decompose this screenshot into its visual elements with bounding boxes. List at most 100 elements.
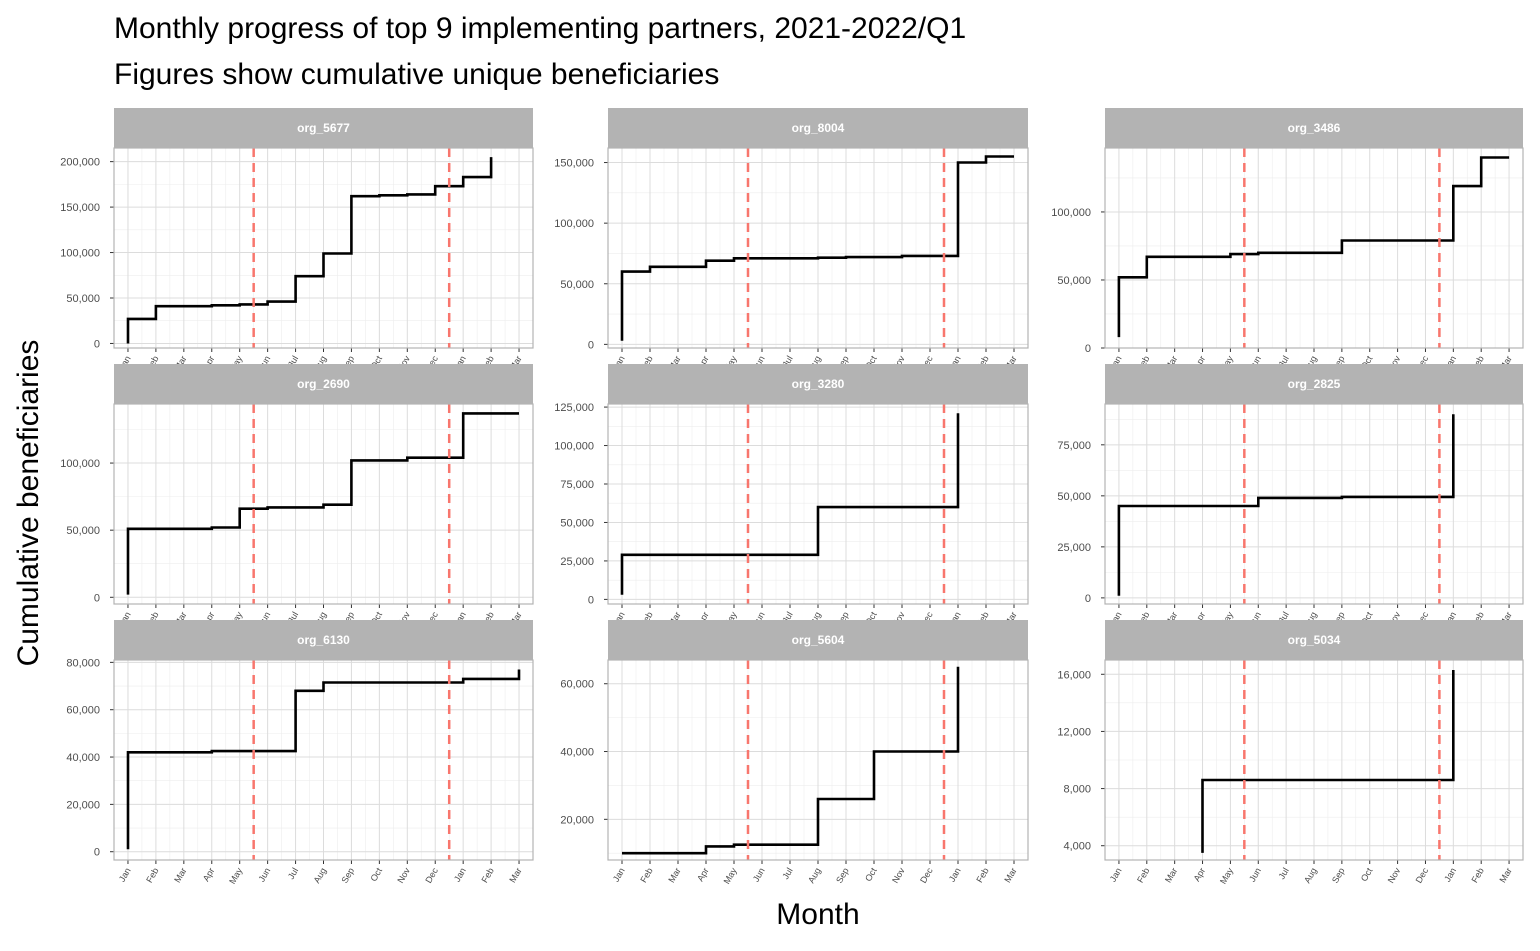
y-tick-label: 50,000 xyxy=(1057,275,1091,287)
y-tick-label: 25,000 xyxy=(1057,542,1091,554)
y-tick-label: 100,000 xyxy=(1051,207,1091,219)
y-tick-label: 12,000 xyxy=(1057,726,1091,738)
y-tick-label: 50,000 xyxy=(66,525,100,537)
x-tick-label: Nov xyxy=(890,866,907,885)
x-tick-label: Feb xyxy=(1135,866,1151,884)
y-tick-label: 4,000 xyxy=(1063,841,1091,853)
x-tick-label: Apr xyxy=(695,866,711,883)
facet-strip xyxy=(114,108,533,148)
x-tick-label: Jan xyxy=(452,866,468,884)
y-tick-label: 75,000 xyxy=(560,479,594,491)
x-tick-label: Mar xyxy=(1163,866,1179,884)
x-tick-label: Sep xyxy=(339,866,356,885)
x-axis-title: Month xyxy=(776,898,860,931)
x-tick-label: Aug xyxy=(312,866,329,885)
x-tick-label: Jan xyxy=(117,866,133,884)
y-tick-label: 0 xyxy=(94,338,100,350)
x-tick-label: Dec xyxy=(918,866,935,885)
y-tick-label: 150,000 xyxy=(554,158,594,170)
y-tick-label: 200,000 xyxy=(60,157,100,169)
panel-border xyxy=(113,147,534,349)
y-tick-label: 16,000 xyxy=(1057,669,1091,681)
y-tick-label: 20,000 xyxy=(560,814,594,826)
y-tick-label: 125,000 xyxy=(554,402,594,414)
y-tick-label: 20,000 xyxy=(66,799,100,811)
x-tick-label: Jun xyxy=(751,866,767,884)
y-tick-label: 50,000 xyxy=(560,279,594,291)
chart-title: Monthly progress of top 9 implementing p… xyxy=(114,12,967,45)
series-line-org-5604 xyxy=(622,666,960,855)
x-tick-label: Oct xyxy=(863,866,879,884)
facet-strip-label: org_5604 xyxy=(792,633,845,647)
series-line-org-3280 xyxy=(620,413,960,595)
x-tick-label: Sep xyxy=(834,866,851,885)
y-tick-label: 50,000 xyxy=(66,293,100,305)
series-line-org-2825 xyxy=(1117,414,1455,596)
facet-strip-label: org_2825 xyxy=(1288,377,1341,391)
y-tick-label: 80,000 xyxy=(66,657,100,669)
panel-border xyxy=(1104,659,1524,861)
facet-strip-label: org_5677 xyxy=(297,121,350,135)
y-tick-label: 60,000 xyxy=(66,705,100,717)
series-line-org-8004 xyxy=(620,155,1014,341)
facet-strip-label: org_2690 xyxy=(297,377,350,391)
x-tick-label: Apr xyxy=(201,866,217,883)
panel-border xyxy=(607,403,1029,605)
facet-strip-label: org_6130 xyxy=(297,633,350,647)
facet-org-3280: org_3280 0 25,000 50,000 75,000 100,000 125,00… xyxy=(554,364,1029,630)
panel-border xyxy=(113,403,534,605)
x-tick-label: Mar xyxy=(1497,866,1513,884)
x-tick-label: May xyxy=(1218,866,1235,886)
x-tick-label: Jul xyxy=(1276,866,1290,881)
panel-border xyxy=(607,659,1029,861)
facet-strip xyxy=(114,620,533,660)
x-tick-label: Jan xyxy=(947,866,963,884)
x-tick-label: Jan xyxy=(1442,866,1458,884)
x-tick-label: Mar xyxy=(507,866,523,884)
facet-strip xyxy=(114,364,533,404)
series-line-org-3486 xyxy=(1117,156,1510,338)
x-tick-label: Jan xyxy=(1108,866,1124,884)
x-tick-label: Nov xyxy=(1386,866,1403,885)
panel-border xyxy=(1104,147,1524,349)
x-tick-label: Jul xyxy=(780,866,794,881)
y-tick-label: 0 xyxy=(1085,343,1091,355)
facet-strip xyxy=(1105,108,1523,148)
facet-strip-label: org_5034 xyxy=(1288,633,1341,647)
facet-strip xyxy=(608,108,1028,148)
series-line-org-2690 xyxy=(126,412,519,595)
y-tick-label: 0 xyxy=(94,847,100,859)
series-line-org-5677 xyxy=(126,157,493,344)
y-tick-label: 100,000 xyxy=(554,218,594,230)
y-tick-label: 75,000 xyxy=(1057,440,1091,452)
facet-strip-label: org_3486 xyxy=(1288,121,1341,135)
facet-org-5034: org_5034 4,000 8,000 12,000 16,000 Jan Feb Mar A… xyxy=(1057,620,1524,886)
series-line-org-6130 xyxy=(126,669,521,850)
y-tick-label: 0 xyxy=(94,592,100,604)
y-tick-label: 25,000 xyxy=(560,556,594,568)
y-tick-label: 40,000 xyxy=(560,747,594,759)
x-tick-label: Nov xyxy=(395,866,412,885)
panel-border xyxy=(1104,403,1524,605)
panel-border xyxy=(607,147,1029,349)
x-tick-label: Feb xyxy=(974,866,990,884)
x-tick-label: Mar xyxy=(172,866,188,884)
y-tick-label: 40,000 xyxy=(66,752,100,764)
x-tick-label: Oct xyxy=(1359,866,1375,884)
x-tick-label: Sep xyxy=(1330,866,1347,885)
x-tick-label: Dec xyxy=(423,866,440,885)
x-tick-label: Jul xyxy=(286,866,300,881)
x-tick-label: Aug xyxy=(1302,866,1319,885)
x-tick-label: Jun xyxy=(1247,866,1263,884)
y-tick-label: 50,000 xyxy=(1057,491,1091,503)
y-tick-label: 100,000 xyxy=(60,458,100,470)
x-tick-label: Mar xyxy=(666,866,682,884)
y-tick-label: 0 xyxy=(588,339,594,351)
facet-strip xyxy=(1105,364,1523,404)
facet-strip xyxy=(608,620,1028,660)
